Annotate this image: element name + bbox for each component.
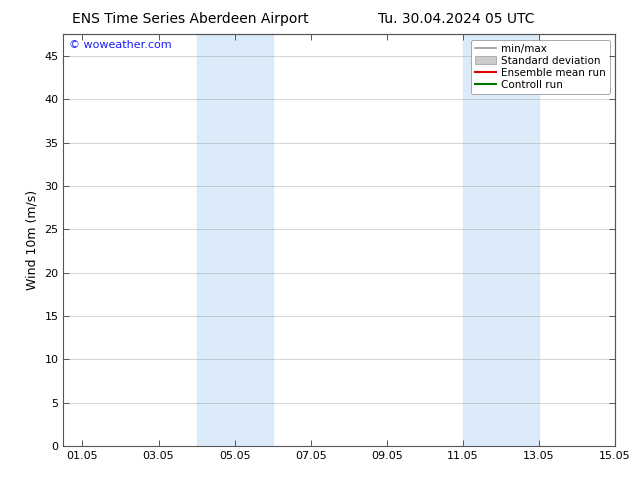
Legend: min/max, Standard deviation, Ensemble mean run, Controll run: min/max, Standard deviation, Ensemble me… bbox=[470, 40, 610, 94]
Bar bbox=[463, 34, 539, 446]
Y-axis label: Wind 10m (m/s): Wind 10m (m/s) bbox=[26, 190, 39, 290]
Text: Tu. 30.04.2024 05 UTC: Tu. 30.04.2024 05 UTC bbox=[378, 12, 534, 26]
Text: ENS Time Series Aberdeen Airport: ENS Time Series Aberdeen Airport bbox=[72, 12, 309, 26]
Text: © woweather.com: © woweather.com bbox=[69, 41, 172, 50]
Bar bbox=[197, 34, 273, 446]
